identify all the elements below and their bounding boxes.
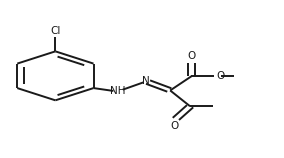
Text: N: N	[142, 76, 150, 86]
Text: NH: NH	[110, 86, 126, 96]
Text: O: O	[216, 71, 224, 81]
Text: O: O	[187, 51, 196, 61]
Text: Cl: Cl	[50, 26, 60, 36]
Text: O: O	[170, 121, 179, 131]
